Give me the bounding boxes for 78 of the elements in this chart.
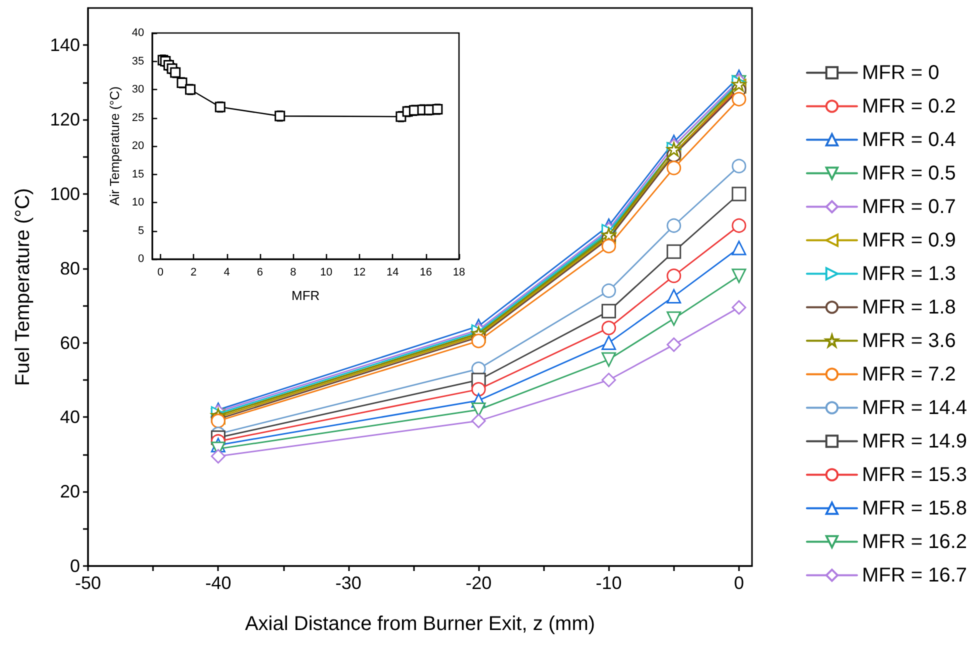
y-tick-label: 15 xyxy=(132,168,144,180)
y-tick-label: 20 xyxy=(60,482,80,502)
legend-label: MFR = 1.3 xyxy=(862,262,956,285)
y-tick-label: 120 xyxy=(50,110,80,130)
x-tick-label: 6 xyxy=(256,266,264,278)
point xyxy=(471,414,486,428)
legend-label: MFR = 7.2 xyxy=(862,363,956,386)
y-axis-title: Air Temperature (°C) xyxy=(107,86,122,206)
point xyxy=(732,218,746,233)
legend-label: MFR = 0.7 xyxy=(862,196,956,218)
x-tick-label: 14 xyxy=(386,266,399,278)
x-tick-label: 18 xyxy=(452,266,466,278)
point xyxy=(602,283,616,298)
legend-label: MFR = 0.2 xyxy=(862,95,956,118)
x-axis-title: Axial Distance from Burner Exit, z (mm) xyxy=(244,613,596,635)
y-tick-label: 0 xyxy=(138,253,144,265)
point xyxy=(602,372,616,388)
point xyxy=(732,300,746,315)
legend-label: MFR = 0.4 xyxy=(862,128,956,151)
x-tick-label: -10 xyxy=(596,573,622,593)
x-tick-label: 0 xyxy=(157,266,164,278)
y-tick-label: 35 xyxy=(132,55,144,68)
y-tick-label: 5 xyxy=(138,224,144,237)
legend-label: MFR = 0.5 xyxy=(862,162,956,184)
legend-label: MFR = 16.7 xyxy=(862,564,968,586)
point xyxy=(666,311,682,326)
y-tick-label: 40 xyxy=(60,407,80,428)
x-tick-label: 2 xyxy=(190,266,197,278)
x-tick-label: 16 xyxy=(420,266,432,278)
y-tick-label: 40 xyxy=(132,27,144,39)
point xyxy=(666,244,682,259)
point xyxy=(210,449,226,464)
point xyxy=(602,336,616,350)
point xyxy=(732,240,746,256)
y-axis-title: Fuel Temperature (°C) xyxy=(12,188,34,386)
y-tick-label: 140 xyxy=(50,35,80,56)
point xyxy=(666,268,682,284)
point xyxy=(602,304,616,318)
legend-label: MFR = 14.4 xyxy=(862,396,968,419)
point xyxy=(666,337,682,352)
legend-label: MFR = 3.6 xyxy=(862,330,956,352)
y-tick-label: 100 xyxy=(50,184,80,204)
point xyxy=(471,382,486,397)
x-tick-label: -30 xyxy=(335,573,362,593)
x-tick-label: 4 xyxy=(224,266,230,278)
x-tick-label: 0 xyxy=(734,573,744,593)
x-tick-label: 10 xyxy=(320,266,332,278)
x-tick-label: -40 xyxy=(205,573,232,593)
point xyxy=(666,289,682,304)
y-tick-label: 20 xyxy=(132,140,144,152)
legend-label: MFR = 16.2 xyxy=(862,530,968,553)
point xyxy=(602,352,616,367)
y-tick-label: 25 xyxy=(132,112,144,124)
x-tick-label: -20 xyxy=(466,573,492,593)
x-tick-label: 12 xyxy=(353,266,366,278)
point xyxy=(732,268,746,284)
point xyxy=(666,160,682,176)
legend-label: MFR = 0.9 xyxy=(862,229,956,252)
point xyxy=(666,218,682,233)
x-axis-title: MFR xyxy=(291,288,320,303)
point xyxy=(732,92,746,106)
legend-label: MFR = 15.3 xyxy=(862,464,968,486)
legend-label: MFR = 14.9 xyxy=(862,430,968,452)
y-tick-label: 10 xyxy=(132,196,144,208)
y-tick-label: 0 xyxy=(70,556,80,576)
legend-label: MFR = 0 xyxy=(862,62,940,84)
y-tick-label: 80 xyxy=(60,258,80,278)
legend-label: MFR = 1.8 xyxy=(862,296,956,318)
y-tick-label: 60 xyxy=(60,332,80,353)
y-tick-label: 30 xyxy=(132,84,144,96)
point xyxy=(471,334,486,348)
x-tick-label: 8 xyxy=(290,266,296,278)
point xyxy=(602,238,616,254)
point xyxy=(732,186,746,202)
x-tick-label: -50 xyxy=(74,573,102,593)
point xyxy=(732,158,746,174)
legend-label: MFR = 15.8 xyxy=(862,497,968,520)
point xyxy=(602,320,616,336)
